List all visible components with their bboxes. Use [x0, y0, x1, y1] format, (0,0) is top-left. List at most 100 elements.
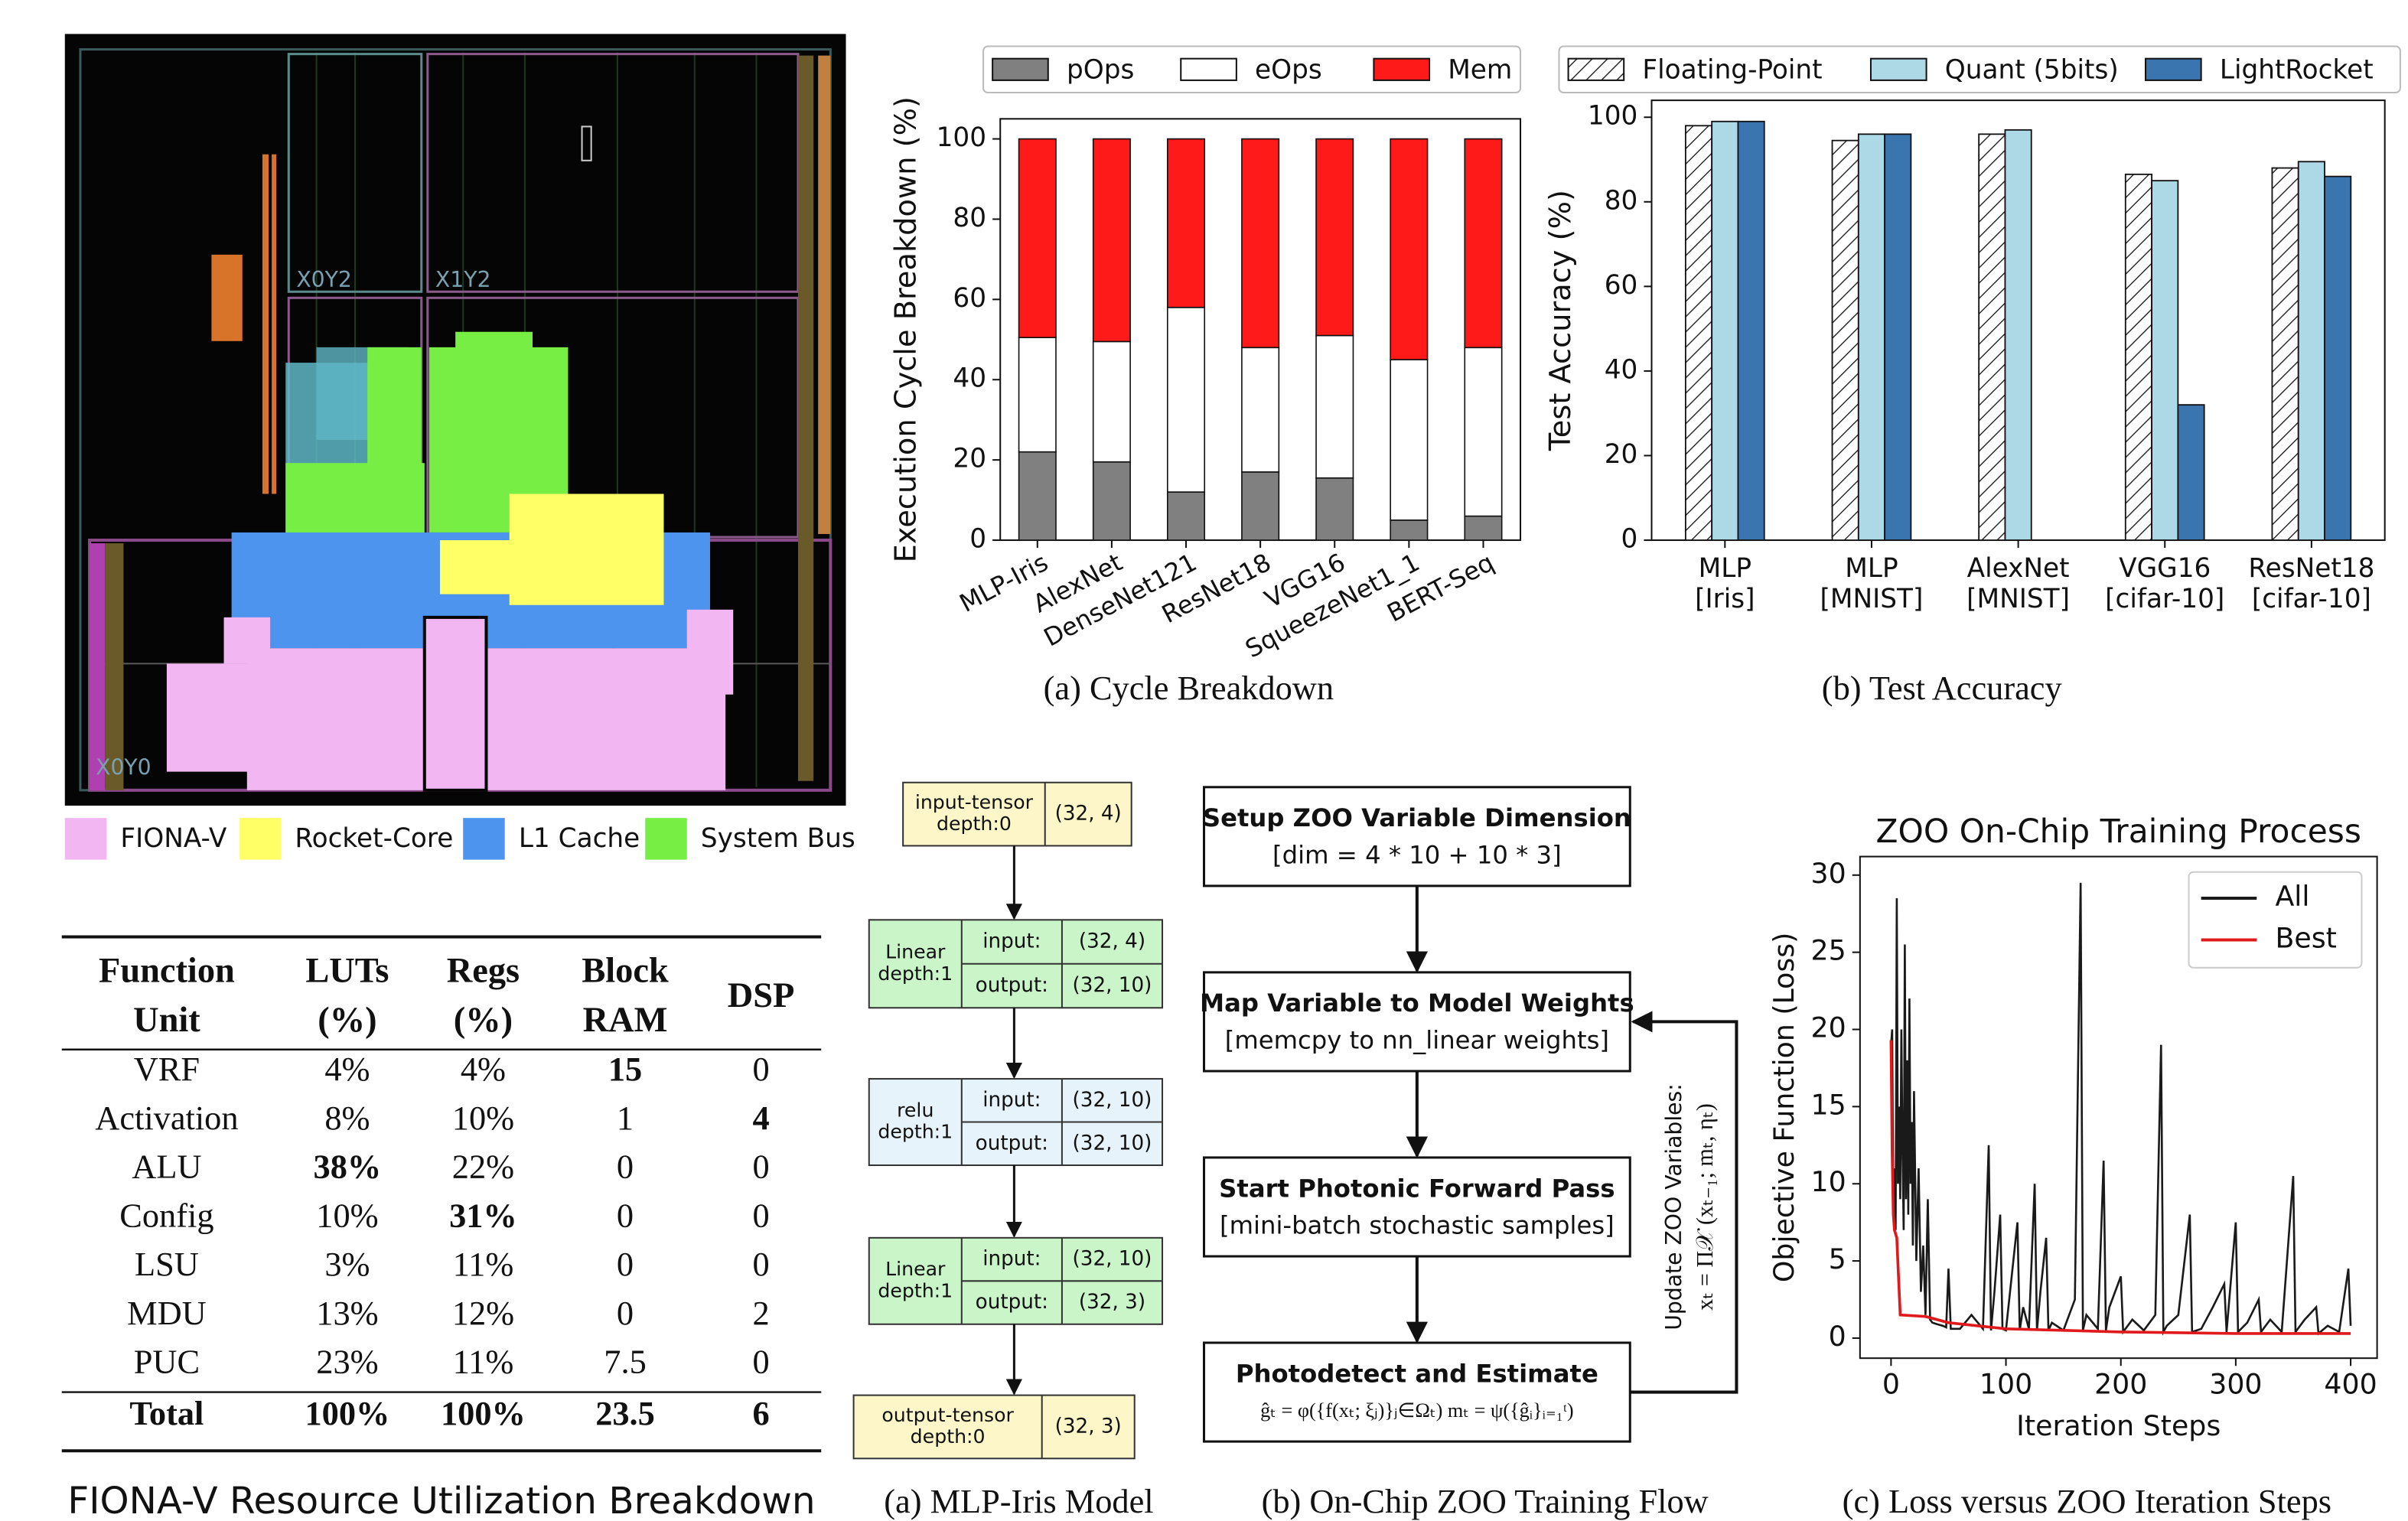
table-cell: 3%: [324, 1245, 370, 1283]
table-total: 23.5: [595, 1394, 655, 1432]
bar-segment: [1316, 139, 1353, 336]
table-header: LUTs: [305, 952, 389, 991]
table-caption: FIONA-V Resource Utilization Breakdown: [67, 1480, 815, 1521]
legend-label: Floating-Point: [1642, 54, 1822, 85]
y-tick-label: 0: [1621, 524, 1638, 555]
table-cell: PUC: [134, 1343, 200, 1381]
x-tick-label: MLP: [1699, 553, 1751, 584]
table-cell: 38%: [314, 1148, 382, 1186]
bar-segment: [1168, 139, 1204, 308]
y-tick-label: 0: [1829, 1320, 1846, 1353]
y-tick-label: 60: [953, 283, 986, 314]
node-field: input:: [982, 1248, 1041, 1271]
node-field: input:: [982, 1089, 1041, 1112]
diagram-caption: (a) MLP-Iris Model: [884, 1482, 1153, 1520]
region-label: X0Y0: [96, 755, 152, 780]
bar-segment: [1316, 478, 1353, 540]
legend-label: pOps: [1067, 54, 1134, 85]
y-tick-label: 80: [1605, 185, 1638, 216]
y-tick-label: 20: [953, 444, 986, 474]
node-label: input-tensor: [915, 791, 1034, 813]
y-tick-label: 0: [969, 524, 986, 555]
node-shape: (32, 4): [1055, 803, 1122, 826]
x-tick-label: 400: [2324, 1367, 2377, 1400]
bar-segment: [1242, 472, 1279, 540]
bar: [2005, 130, 2031, 540]
chart: 020406080100MLP-IrisAlexNetDenseNet121Re…: [889, 47, 1520, 707]
legend-swatch: [239, 818, 281, 859]
step-detail: [mini-batch stochastic samples]: [1220, 1211, 1615, 1240]
table-cell: 10%: [316, 1196, 378, 1234]
node-value: (32, 10): [1073, 1089, 1152, 1112]
feedback-label: Update ZOO Variables:: [1661, 1083, 1686, 1330]
step-title: Setup ZOO Variable Dimension: [1203, 803, 1631, 832]
y-tick-label: 60: [1605, 270, 1638, 301]
table-cell: LSU: [135, 1245, 199, 1283]
table-cell: 0: [617, 1245, 634, 1283]
x-tick-label: [cifar-10]: [2252, 584, 2371, 614]
bar: [2178, 405, 2204, 540]
table-cell: 7.5: [604, 1343, 646, 1381]
x-tick-label: [Iris]: [1695, 584, 1755, 614]
legend-swatch: [65, 818, 106, 859]
table-cell: 0: [617, 1196, 634, 1234]
bar-segment: [1019, 337, 1056, 451]
table-cell: 4%: [461, 1050, 506, 1088]
region-label: X0Y2: [296, 267, 352, 292]
bar-segment: [1390, 360, 1427, 520]
node-field: output:: [976, 1132, 1048, 1155]
table-cell: 10%: [452, 1099, 514, 1137]
x-tick-label: [cifar-10]: [2105, 584, 2224, 614]
legend-label: L1 Cache: [519, 823, 640, 854]
table-cell: 0: [752, 1343, 769, 1381]
legend-label: LightRocket: [2220, 54, 2374, 85]
x-tick-label: [MNIST]: [1966, 584, 2070, 614]
y-tick-label: 25: [1810, 934, 1846, 967]
table-cell: Activation: [95, 1099, 238, 1137]
node-label: Linear: [885, 941, 946, 963]
bar: [1686, 125, 1712, 540]
bar-segment: [1390, 520, 1427, 540]
x-tick-label: 0: [1882, 1367, 1900, 1400]
bar-segment: [1019, 139, 1056, 338]
table-header: (%): [318, 1001, 376, 1040]
bar-segment: [1465, 516, 1501, 540]
bar: [2272, 168, 2298, 540]
bar: [1859, 134, 1885, 540]
x-axis-label: Iteration Steps: [2016, 1409, 2221, 1442]
bar-segment: [1316, 336, 1353, 478]
x-tick-label: 100: [1980, 1367, 2032, 1400]
node-label: relu: [897, 1099, 934, 1121]
bar-segment: [1242, 139, 1279, 348]
legend-swatch: [1181, 59, 1237, 80]
chart: 020406080100MLP[Iris]MLP[MNIST]AlexNet[M…: [1543, 47, 2400, 707]
bar-segment: [1093, 139, 1130, 342]
table-header: Block: [582, 952, 669, 991]
chart: 0510152025300100200300400AllBestZOO On-C…: [1768, 813, 2377, 1520]
node-label: depth:1: [878, 1121, 953, 1143]
bar-segment: [1242, 347, 1279, 472]
bar-segment: [1168, 492, 1204, 540]
table-cell: VRF: [134, 1050, 200, 1088]
table-header: RAM: [583, 1001, 668, 1040]
step-detail: [memcpy to nn_linear weights]: [1225, 1026, 1609, 1055]
y-axis-label: Objective Function (Loss): [1768, 933, 1800, 1283]
table-cell: 15: [608, 1050, 642, 1088]
legend-label: eOps: [1255, 54, 1322, 85]
x-tick-label: 300: [2209, 1367, 2262, 1400]
table-cell: MDU: [127, 1294, 207, 1332]
node-value: (32, 10): [1073, 974, 1152, 997]
x-tick-label: MLP: [1845, 553, 1898, 584]
table-cell: 11%: [453, 1343, 514, 1381]
node-label: output-tensor: [881, 1404, 1014, 1426]
legend-swatch: [463, 818, 504, 859]
table-cell: 0: [752, 1050, 769, 1088]
table-cell: 22%: [452, 1148, 514, 1186]
table-cell: 4%: [324, 1050, 370, 1088]
page: X0Y2X1Y2X0Y0FIONA-VRocket-CoreL1 CacheSy…: [0, 0, 2408, 1521]
step-title: Map Variable to Model Weights: [1200, 988, 1634, 1018]
table-header: Regs: [447, 952, 520, 991]
bar-segment: [1390, 139, 1427, 360]
feedback-label: xₜ = Π𝒳 (xₜ₋₁; mₜ, ηₜ): [1692, 1103, 1718, 1311]
legend-label: FIONA-V: [120, 823, 227, 854]
